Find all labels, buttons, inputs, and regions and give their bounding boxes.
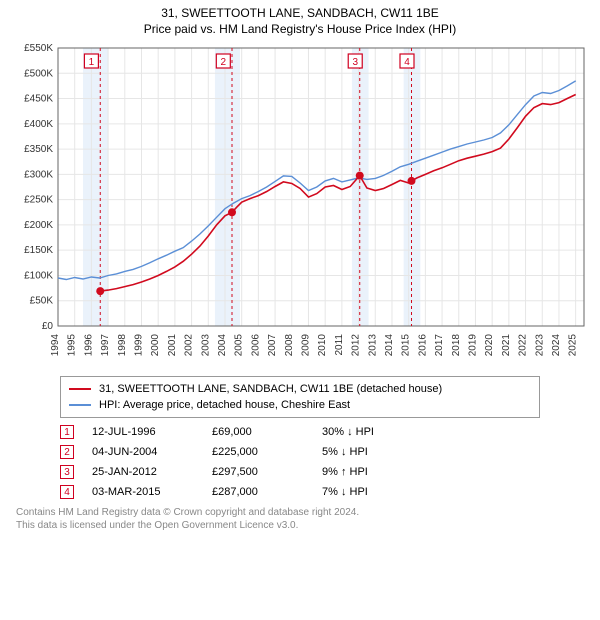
svg-text:2019: 2019 — [467, 333, 478, 356]
svg-text:2016: 2016 — [417, 333, 428, 356]
svg-text:1998: 1998 — [117, 333, 128, 356]
svg-text:3: 3 — [352, 57, 358, 68]
svg-text:£250K: £250K — [24, 194, 53, 205]
svg-text:1: 1 — [89, 57, 95, 68]
footer-line: This data is licensed under the Open Gov… — [16, 519, 584, 532]
svg-text:2013: 2013 — [367, 333, 378, 356]
svg-text:2022: 2022 — [518, 333, 529, 356]
svg-text:1996: 1996 — [83, 333, 94, 356]
tx-marker: 3 — [60, 465, 74, 479]
transaction-row: 4 03-MAR-2015£287,0007% ↓ HPI — [60, 482, 540, 502]
tx-diff-vs-hpi: 7% ↓ HPI — [322, 486, 422, 498]
transaction-row: 1 12-JUL-1996£69,00030% ↓ HPI — [60, 422, 540, 442]
legend-swatch — [69, 404, 91, 406]
tx-date: 25-JAN-2012 — [92, 466, 212, 478]
tx-date: 04-JUN-2004 — [92, 446, 212, 458]
svg-text:2004: 2004 — [217, 333, 228, 356]
svg-text:2015: 2015 — [401, 333, 412, 356]
svg-text:2014: 2014 — [384, 333, 395, 356]
footer-line: Contains HM Land Registry data © Crown c… — [16, 506, 584, 519]
svg-text:2020: 2020 — [484, 333, 495, 356]
svg-text:£200K: £200K — [24, 220, 53, 231]
tx-marker: 1 — [60, 425, 74, 439]
tx-diff-vs-hpi: 5% ↓ HPI — [322, 446, 422, 458]
svg-text:4: 4 — [404, 57, 410, 68]
svg-text:1999: 1999 — [133, 333, 144, 356]
svg-text:1994: 1994 — [50, 333, 61, 356]
svg-text:1997: 1997 — [100, 333, 111, 356]
tx-diff-vs-hpi: 9% ↑ HPI — [322, 466, 422, 478]
svg-text:2007: 2007 — [267, 333, 278, 356]
svg-text:£500K: £500K — [24, 68, 53, 79]
svg-text:2025: 2025 — [568, 333, 579, 356]
svg-text:£50K: £50K — [30, 295, 54, 306]
tx-diff-vs-hpi: 30% ↓ HPI — [322, 426, 422, 438]
svg-text:2002: 2002 — [184, 333, 195, 356]
tx-marker: 2 — [60, 445, 74, 459]
legend-swatch — [69, 388, 91, 390]
price-chart: £0 £50K £100K £150K £200K £250K £300K £350K £400… — [10, 40, 590, 370]
svg-text:2023: 2023 — [534, 333, 545, 356]
svg-text:2012: 2012 — [351, 333, 362, 356]
svg-text:2021: 2021 — [501, 333, 512, 356]
svg-text:2003: 2003 — [200, 333, 211, 356]
legend-row: 31, SWEETTOOTH LANE, SANDBACH, CW11 1BE … — [69, 381, 531, 397]
svg-text:1995: 1995 — [67, 333, 78, 356]
legend-label: HPI: Average price, detached house, Ches… — [99, 399, 350, 411]
svg-text:£550K: £550K — [24, 43, 53, 54]
svg-text:£450K: £450K — [24, 93, 53, 104]
page-title: 31, SWEETTOOTH LANE, SANDBACH, CW11 1BE — [10, 6, 590, 22]
transaction-row: 3 25-JAN-2012£297,5009% ↑ HPI — [60, 462, 540, 482]
svg-text:£400K: £400K — [24, 118, 53, 129]
svg-text:£100K: £100K — [24, 270, 53, 281]
tx-price: £287,000 — [212, 486, 322, 498]
svg-text:2008: 2008 — [284, 333, 295, 356]
svg-text:2006: 2006 — [250, 333, 261, 356]
legend-row: HPI: Average price, detached house, Ches… — [69, 397, 531, 413]
svg-text:2018: 2018 — [451, 333, 462, 356]
tx-marker: 4 — [60, 485, 74, 499]
svg-text:£150K: £150K — [24, 245, 53, 256]
legend-label: 31, SWEETTOOTH LANE, SANDBACH, CW11 1BE … — [99, 383, 442, 395]
svg-text:2017: 2017 — [434, 333, 445, 356]
svg-text:2009: 2009 — [300, 333, 311, 356]
svg-text:2024: 2024 — [551, 333, 562, 356]
chart-legend: 31, SWEETTOOTH LANE, SANDBACH, CW11 1BE … — [60, 376, 540, 418]
svg-text:2005: 2005 — [234, 333, 245, 356]
svg-text:2: 2 — [221, 57, 227, 68]
tx-price: £225,000 — [212, 446, 322, 458]
svg-text:2001: 2001 — [167, 333, 178, 356]
tx-date: 12-JUL-1996 — [92, 426, 212, 438]
tx-price: £297,500 — [212, 466, 322, 478]
svg-text:£300K: £300K — [24, 169, 53, 180]
svg-text:2010: 2010 — [317, 333, 328, 356]
footer-attribution: Contains HM Land Registry data © Crown c… — [10, 506, 590, 532]
transaction-row: 2 04-JUN-2004£225,0005% ↓ HPI — [60, 442, 540, 462]
svg-text:2011: 2011 — [334, 333, 345, 355]
page-subtitle: Price paid vs. HM Land Registry's House … — [10, 22, 590, 36]
tx-price: £69,000 — [212, 426, 322, 438]
svg-text:£0: £0 — [42, 321, 54, 332]
svg-text:£350K: £350K — [24, 144, 53, 155]
tx-date: 03-MAR-2015 — [92, 486, 212, 498]
transactions-table: 1 12-JUL-1996£69,00030% ↓ HPI 2 04-JUN-2004… — [60, 422, 540, 502]
svg-text:2000: 2000 — [150, 333, 161, 356]
